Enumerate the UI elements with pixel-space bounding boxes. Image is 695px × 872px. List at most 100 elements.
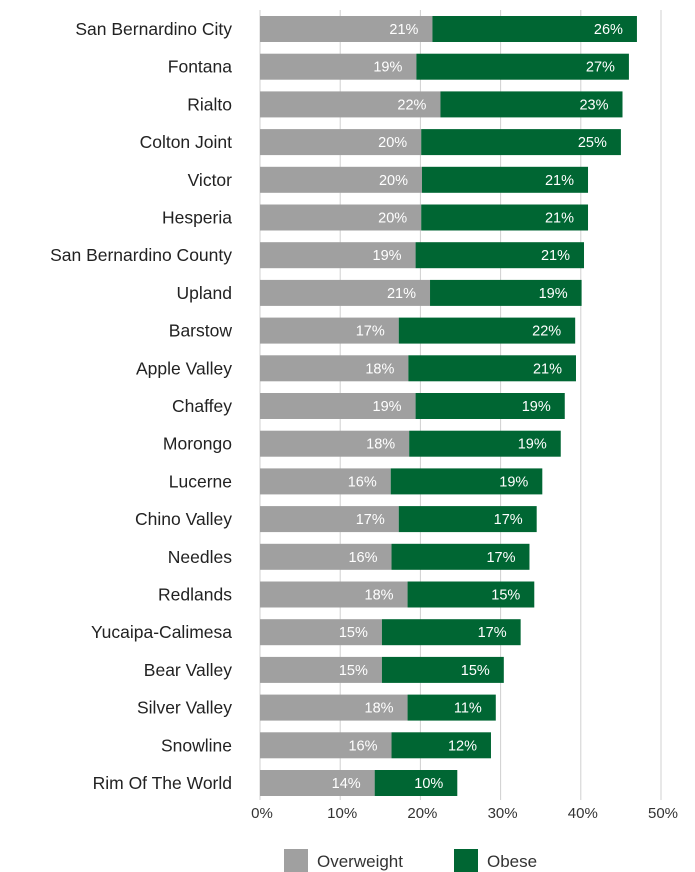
data-label: 26% <box>594 22 623 38</box>
x-tick-label: 40% <box>568 805 598 822</box>
data-label: 21% <box>533 361 562 377</box>
data-label: 23% <box>579 97 608 113</box>
bar-obese <box>407 581 535 608</box>
data-label: 20% <box>378 211 407 227</box>
category-label: Barstow <box>169 321 233 341</box>
bar-obese <box>374 770 458 796</box>
x-tick-label: 50% <box>648 805 678 822</box>
data-label: 17% <box>478 625 507 641</box>
bar-overweight <box>260 543 392 570</box>
bar-overweight <box>260 430 410 457</box>
bar-obese <box>440 91 623 118</box>
legend-swatch-overweight <box>284 849 308 872</box>
bar-overweight <box>260 317 399 344</box>
category-label: Upland <box>177 283 232 303</box>
category-label: Redlands <box>158 585 232 605</box>
data-label: 21% <box>389 22 418 38</box>
bar-overweight <box>260 770 375 796</box>
data-label: 17% <box>486 550 515 566</box>
bar-obese <box>398 506 537 533</box>
bar-overweight <box>260 581 408 608</box>
data-label: 19% <box>373 248 402 264</box>
bar-overweight <box>260 656 382 683</box>
bar-overweight <box>260 129 422 156</box>
bar-overweight <box>260 619 382 646</box>
bar-obese <box>409 430 561 457</box>
category-label: Lucerne <box>169 471 232 491</box>
x-tick-label: 10% <box>327 805 357 822</box>
bar-overweight <box>260 53 417 80</box>
data-label: 22% <box>532 324 561 340</box>
data-label: 18% <box>365 361 394 377</box>
data-label: 21% <box>541 248 570 264</box>
bar-obese <box>422 166 589 193</box>
bar-overweight <box>260 393 416 419</box>
data-label: 21% <box>545 173 574 189</box>
category-label: San Bernardino City <box>75 19 232 39</box>
data-label: 19% <box>373 399 402 415</box>
data-label: 21% <box>545 211 574 227</box>
data-label: 16% <box>348 550 377 566</box>
bar-obese <box>381 656 504 683</box>
category-label: Silver Valley <box>137 698 232 718</box>
category-label: Needles <box>168 547 232 567</box>
bar-obese <box>415 242 585 269</box>
data-label: 14% <box>332 776 361 792</box>
data-label: 27% <box>586 60 615 76</box>
bar-obese <box>408 355 576 382</box>
bar-overweight <box>260 242 416 269</box>
category-label: San Bernardino County <box>50 245 232 265</box>
bar-overweight <box>260 204 422 231</box>
bar-overweight <box>260 91 441 118</box>
data-label: 15% <box>491 588 520 604</box>
bar-overweight <box>260 279 431 306</box>
bar-overweight <box>260 506 399 533</box>
bar-obese <box>430 279 582 306</box>
data-label: 17% <box>494 512 523 528</box>
x-axis-ticks: 0% 10% 20% 30% 40% 50% <box>251 805 678 822</box>
data-label: 20% <box>378 135 407 151</box>
category-labels: San Bernardino City Fontana Rialto Colton J… <box>50 19 232 793</box>
bar-overweight <box>260 355 409 382</box>
bar-obese <box>391 543 530 570</box>
x-tick-label: 30% <box>488 805 518 822</box>
category-label: Bear Valley <box>144 660 232 680</box>
category-label: Colton Joint <box>140 132 233 152</box>
category-label: Snowline <box>161 735 232 755</box>
category-label: Apple Valley <box>136 358 232 378</box>
data-label: 17% <box>356 324 385 340</box>
x-tick-label: 0% <box>251 805 273 822</box>
data-label: 19% <box>373 60 402 76</box>
category-label: Fontana <box>168 57 232 77</box>
bar-overweight <box>260 732 392 759</box>
bar-obese <box>421 129 621 156</box>
bar-obese <box>381 619 521 646</box>
category-label: Hesperia <box>162 208 232 228</box>
data-label: 11% <box>454 701 482 717</box>
data-label: 17% <box>356 512 385 528</box>
legend: Overweight Obese <box>284 849 537 872</box>
category-label: Rim Of The World <box>93 773 232 793</box>
bar-obese <box>391 732 491 759</box>
category-label: Victor <box>188 170 233 190</box>
bars: 21% 26% 19% 27% 22% 23% 20% 25% 20% 21% 20% 21% 19% 2… <box>260 16 637 796</box>
data-label: 18% <box>365 588 394 604</box>
data-label: 18% <box>365 701 394 717</box>
bar-overweight <box>260 468 391 495</box>
data-label: 16% <box>348 474 377 490</box>
category-label: Chino Valley <box>135 509 232 529</box>
data-label: 15% <box>339 663 368 679</box>
bar-obese <box>415 393 565 419</box>
bar-overweight <box>260 16 433 42</box>
bar-obese <box>398 317 576 344</box>
data-label: 22% <box>397 97 426 113</box>
data-label: 20% <box>379 173 408 189</box>
data-label: 10% <box>414 776 443 792</box>
data-label: 15% <box>461 663 490 679</box>
bar-overweight <box>260 694 408 721</box>
data-label: 15% <box>339 625 368 641</box>
data-label: 19% <box>522 399 551 415</box>
data-label: 12% <box>448 738 477 754</box>
data-label: 19% <box>539 286 568 302</box>
